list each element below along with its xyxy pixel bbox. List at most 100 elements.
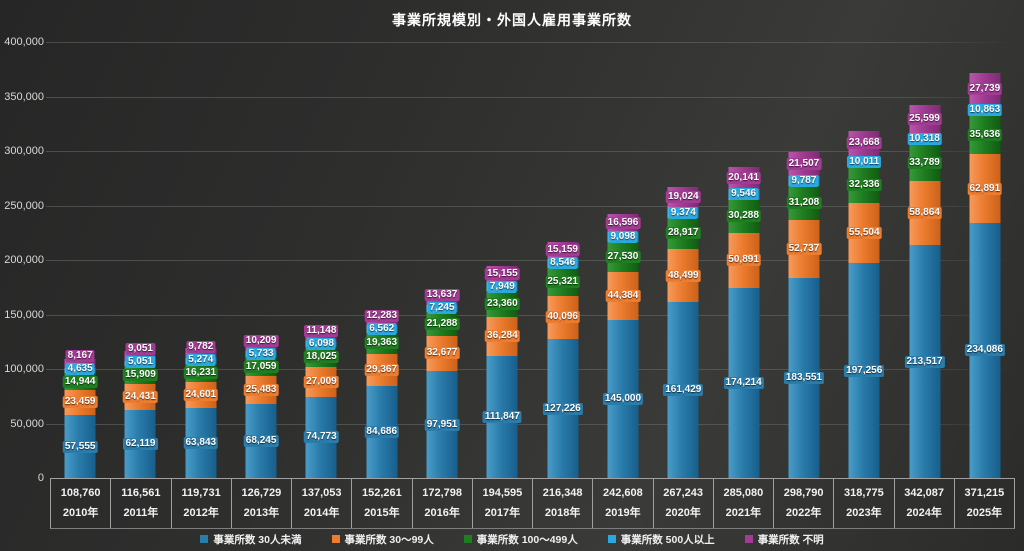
legend-item: 事業所数 30人未満 [200, 532, 302, 547]
bar-column: 63,843 24,601 16,231 5,274 9,782 [171, 0, 231, 478]
x-axis-cell: 342,087 2024年 [895, 479, 955, 528]
bar-label: 9,782 [186, 340, 216, 353]
x-axis-cell: 267,243 2020年 [654, 479, 714, 528]
y-axis-label: 100,000 [4, 363, 44, 375]
bar-label: 29,367 [364, 363, 400, 376]
legend-swatch-icon [744, 535, 753, 543]
bar-label: 9,374 [668, 206, 698, 219]
bar-column: 161,429 48,499 28,917 9,374 19,024 [653, 0, 713, 478]
gridline [46, 205, 1015, 207]
legend-swatch-icon [463, 535, 472, 543]
total-value: 267,243 [663, 486, 703, 499]
bar-label: 19,363 [364, 337, 400, 350]
bar-label: 21,288 [424, 318, 460, 331]
legend-swatch-icon [200, 535, 209, 543]
x-axis-cell: 116,561 2011年 [111, 479, 172, 528]
bar-label: 10,011 [847, 155, 882, 168]
bar-label: 234,086 [964, 344, 1005, 357]
total-value: 116,561 [121, 486, 161, 499]
bar-label: 127,226 [542, 402, 583, 415]
bar-column: 74,773 27,009 18,025 6,098 11,148 [291, 0, 351, 478]
total-value: 194,595 [482, 486, 523, 499]
y-axis-label: 300,000 [4, 145, 44, 157]
legend-item: 事業所数 500人以上 [607, 532, 715, 547]
bar-label: 18,025 [304, 351, 339, 364]
bar-label: 11,148 [304, 325, 339, 338]
bar-label: 36,284 [485, 330, 520, 343]
bar-label: 8,546 [548, 257, 578, 270]
bar-label: 8,167 [65, 349, 95, 362]
bar-label: 9,051 [125, 343, 155, 355]
total-value: 126,729 [241, 486, 282, 499]
bar-label: 16,231 [183, 366, 219, 379]
y-axis-label: 250,000 [4, 199, 44, 212]
x-axis-cell: 285,080 2021年 [714, 479, 774, 528]
bar-label: 10,318 [907, 132, 942, 145]
bar-label: 213,517 [904, 355, 945, 368]
y-axis-label: 50,000 [10, 417, 44, 430]
x-axis-cell: 318,775 2023年 [834, 479, 895, 528]
total-value: 298,790 [783, 486, 824, 499]
bar-label: 62,891 [967, 182, 1003, 195]
year-label: 2021年 [725, 507, 762, 520]
bar-label: 84,686 [364, 425, 400, 438]
bar-label: 6,098 [306, 338, 336, 351]
gridline [46, 96, 1015, 98]
bar-label: 31,208 [786, 197, 822, 210]
bar-label: 9,546 [729, 188, 759, 201]
bar-label: 55,504 [846, 226, 882, 239]
bar-label: 25,483 [243, 383, 279, 396]
bar-label: 21,507 [786, 158, 822, 171]
legend-label: 事業所数 100〜499人 [476, 533, 578, 546]
bar-label: 32,677 [424, 347, 460, 360]
legend-item: 事業所数 100〜499人 [463, 532, 578, 547]
year-label: 2019年 [605, 507, 641, 520]
legend-swatch-icon [607, 535, 616, 543]
legend-item: 事業所数 不明 [744, 532, 824, 547]
year-label: 2011年 [123, 507, 159, 520]
bar-label: 20,141 [726, 172, 761, 185]
year-label: 2016年 [424, 507, 460, 520]
bar-label: 27,739 [967, 82, 1003, 95]
bar-label: 23,459 [62, 396, 98, 409]
bar-label: 52,737 [786, 243, 822, 256]
legend-item: 事業所数 30〜99人 [331, 532, 434, 547]
gridline [46, 260, 1015, 261]
legend: 事業所数 30人未満 事業所数 30〜99人 事業所数 100〜499人 事業所数 5… [0, 531, 1024, 547]
bar-column: 57,555 23,459 14,944 4,635 8,167 [50, 0, 110, 478]
bar-label: 13,637 [424, 289, 460, 302]
y-axis-label: 200,000 [4, 254, 44, 266]
bar-label: 40,096 [545, 311, 580, 324]
year-label: 2014年 [303, 507, 340, 520]
bar-label: 12,283 [364, 310, 400, 323]
total-value: 119,731 [181, 486, 221, 499]
bar-column: 62,119 24,431 15,909 5,051 9,051 [110, 0, 170, 478]
bar-label: 9,787 [789, 175, 819, 188]
bar-label: 6,562 [367, 323, 397, 336]
bar-label: 197,256 [844, 364, 885, 377]
bar-label: 27,009 [304, 375, 339, 388]
year-label: 2023年 [846, 507, 882, 520]
bar-label: 5,051 [125, 356, 155, 368]
bar-label: 183,551 [783, 371, 824, 384]
x-axis-cell: 298,790 2022年 [774, 479, 835, 528]
bar-label: 48,499 [665, 269, 701, 282]
bar-label: 23,360 [485, 297, 520, 310]
total-value: 216,348 [542, 486, 583, 499]
y-axis-label: 0 [37, 472, 44, 484]
bar-label: 33,789 [907, 156, 942, 169]
total-value: 172,798 [422, 486, 462, 499]
bar-label: 23,668 [846, 137, 882, 150]
bar-label: 15,909 [123, 369, 158, 381]
total-value: 371,215 [964, 486, 1005, 499]
year-label: 2012年 [183, 507, 219, 520]
bar-label: 97,951 [424, 418, 460, 431]
bar-label: 7,949 [487, 280, 517, 293]
bar-label: 58,864 [907, 207, 942, 220]
y-axis-label: 350,000 [4, 90, 44, 103]
year-label: 2020年 [665, 507, 701, 520]
bar-label: 15,159 [545, 244, 580, 257]
total-value: 342,087 [904, 486, 944, 499]
bar-column: 84,686 29,367 19,363 6,562 12,283 [352, 0, 412, 478]
